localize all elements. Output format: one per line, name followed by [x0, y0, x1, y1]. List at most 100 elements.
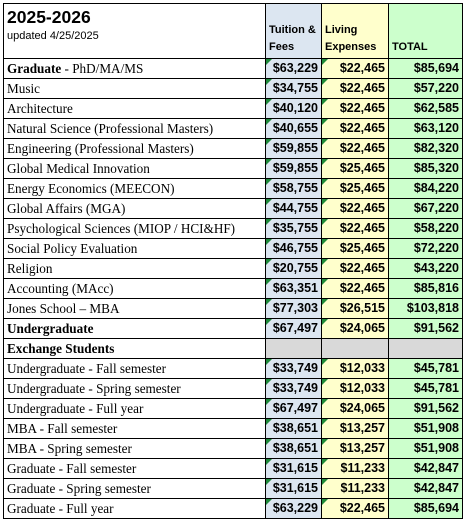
total-cell[interactable] [388, 338, 463, 359]
program-name-cell[interactable]: Graduate - Full year [3, 498, 266, 519]
tuition-cell[interactable]: $58,755 [265, 178, 322, 199]
program-name-cell[interactable]: Undergraduate [3, 318, 266, 339]
total-cell[interactable]: $91,562 [388, 398, 463, 419]
program-name-cell[interactable]: Undergraduate - Full year [3, 398, 266, 419]
living-cell[interactable]: $26,515 [321, 298, 389, 319]
tuition-cell[interactable]: $67,497 [265, 398, 322, 419]
tuition-cell[interactable]: $44,755 [265, 198, 322, 219]
total-cell[interactable]: $84,220 [388, 178, 463, 199]
living-cell[interactable]: $22,465 [321, 78, 389, 99]
tuition-cell[interactable]: $59,855 [265, 138, 322, 159]
total-cell[interactable]: $45,781 [388, 378, 463, 399]
total-cell[interactable]: $58,220 [388, 218, 463, 239]
tuition-cell[interactable]: $67,497 [265, 318, 322, 339]
program-name-cell[interactable]: Global Affairs (MGA) [3, 198, 266, 219]
living-cell[interactable]: $22,465 [321, 258, 389, 279]
tuition-cell[interactable]: $59,855 [265, 158, 322, 179]
living-cell[interactable] [321, 338, 389, 359]
header-tuition-cell[interactable]: Tuition & Fees [265, 3, 322, 59]
program-name-cell[interactable]: Jones School – MBA [3, 298, 266, 319]
total-cell[interactable]: $57,220 [388, 78, 463, 99]
program-name-cell[interactable]: Architecture [3, 98, 266, 119]
living-cell[interactable]: $25,465 [321, 238, 389, 259]
living-cell[interactable]: $22,465 [321, 58, 389, 79]
living-cell[interactable]: $11,233 [321, 458, 389, 479]
total-cell[interactable]: $51,908 [388, 438, 463, 459]
living-cell[interactable]: $22,465 [321, 278, 389, 299]
total-cell[interactable]: $42,847 [388, 458, 463, 479]
tuition-cell[interactable]: $38,651 [265, 418, 322, 439]
total-cell[interactable]: $85,816 [388, 278, 463, 299]
living-cell[interactable]: $22,465 [321, 98, 389, 119]
program-name-cell[interactable]: Graduate - Spring semester [3, 478, 266, 499]
total-cell[interactable]: $62,585 [388, 98, 463, 119]
living-cell[interactable]: $24,065 [321, 318, 389, 339]
header-living-cell[interactable]: Living Expenses [321, 3, 389, 59]
total-cell[interactable]: $85,320 [388, 158, 463, 179]
living-cell[interactable]: $13,257 [321, 438, 389, 459]
total-cell[interactable]: $72,220 [388, 238, 463, 259]
total-cell[interactable]: $85,694 [388, 58, 463, 79]
total-cell[interactable]: $45,781 [388, 358, 463, 379]
program-name-cell[interactable]: Accounting (MAcc) [3, 278, 266, 299]
program-name-cell[interactable]: Natural Science (Professional Masters) [3, 118, 266, 139]
living-cell[interactable]: $11,233 [321, 478, 389, 499]
living-cell[interactable]: $22,465 [321, 498, 389, 519]
living-cell[interactable]: $22,465 [321, 198, 389, 219]
header-total-cell[interactable]: TOTAL [388, 3, 463, 59]
living-cell[interactable]: $13,257 [321, 418, 389, 439]
living-cell[interactable]: $25,465 [321, 158, 389, 179]
total-cell[interactable]: $42,847 [388, 478, 463, 499]
living-cell[interactable]: $24,065 [321, 398, 389, 419]
total-cell[interactable]: $43,220 [388, 258, 463, 279]
tuition-cell[interactable]: $46,755 [265, 238, 322, 259]
tuition-cell[interactable]: $77,303 [265, 298, 322, 319]
program-name-cell[interactable]: Energy Economics (MEECON) [3, 178, 266, 199]
table-row: Jones School – MBA $77,303 $26,515 $103,818 [3, 298, 463, 319]
tuition-cell[interactable]: $40,120 [265, 98, 322, 119]
program-name-cell[interactable]: Graduate - PhD/MA/MS [3, 58, 266, 79]
tuition-cell[interactable]: $34,755 [265, 78, 322, 99]
program-name-cell[interactable]: MBA - Fall semester [3, 418, 266, 439]
living-cell[interactable]: $12,033 [321, 378, 389, 399]
living-cell[interactable]: $25,465 [321, 178, 389, 199]
living-cell[interactable]: $12,033 [321, 358, 389, 379]
program-name-cell[interactable]: Undergraduate - Fall semester [3, 358, 266, 379]
tuition-cell[interactable]: $20,755 [265, 258, 322, 279]
tuition-cell[interactable]: $63,229 [265, 498, 322, 519]
tuition-cell[interactable]: $40,655 [265, 118, 322, 139]
program-name-cell[interactable]: Exchange Students [3, 338, 266, 359]
table-row: Accounting (MAcc) $63,351 $22,465 $85,816 [3, 278, 463, 299]
total-cell[interactable]: $67,220 [388, 198, 463, 219]
program-name-cell[interactable]: Engineering (Professional Masters) [3, 138, 266, 159]
tuition-cell[interactable]: $33,749 [265, 358, 322, 379]
header-title-cell[interactable]: 2025-2026 updated 4/25/2025 [3, 3, 266, 59]
tuition-cell[interactable]: $33,749 [265, 378, 322, 399]
living-cell[interactable]: $22,465 [321, 118, 389, 139]
program-name-cell[interactable]: Music [3, 78, 266, 99]
program-name-suffix: - PhD/MA/MS [61, 61, 144, 76]
tuition-cell[interactable]: $63,351 [265, 278, 322, 299]
total-cell[interactable]: $85,694 [388, 498, 463, 519]
program-name-cell[interactable]: Global Medical Innovation [3, 158, 266, 179]
program-name-cell[interactable]: MBA - Spring semester [3, 438, 266, 459]
tuition-cell[interactable]: $31,615 [265, 478, 322, 499]
program-name-cell[interactable]: Psychological Sciences (MIOP / HCI&HF) [3, 218, 266, 239]
program-name-cell[interactable]: Undergraduate - Spring semester [3, 378, 266, 399]
total-cell[interactable]: $91,562 [388, 318, 463, 339]
living-cell[interactable]: $22,465 [321, 138, 389, 159]
tuition-cell[interactable] [265, 338, 322, 359]
tuition-cell[interactable]: $35,755 [265, 218, 322, 239]
updated-date: updated 4/25/2025 [7, 30, 99, 42]
total-cell[interactable]: $103,818 [388, 298, 463, 319]
tuition-cell[interactable]: $38,651 [265, 438, 322, 459]
total-cell[interactable]: $63,120 [388, 118, 463, 139]
program-name-cell[interactable]: Social Policy Evaluation [3, 238, 266, 259]
program-name-cell[interactable]: Graduate - Fall semester [3, 458, 266, 479]
total-cell[interactable]: $51,908 [388, 418, 463, 439]
living-cell[interactable]: $22,465 [321, 218, 389, 239]
program-name-cell[interactable]: Religion [3, 258, 266, 279]
tuition-cell[interactable]: $63,229 [265, 58, 322, 79]
tuition-cell[interactable]: $31,615 [265, 458, 322, 479]
total-cell[interactable]: $82,320 [388, 138, 463, 159]
